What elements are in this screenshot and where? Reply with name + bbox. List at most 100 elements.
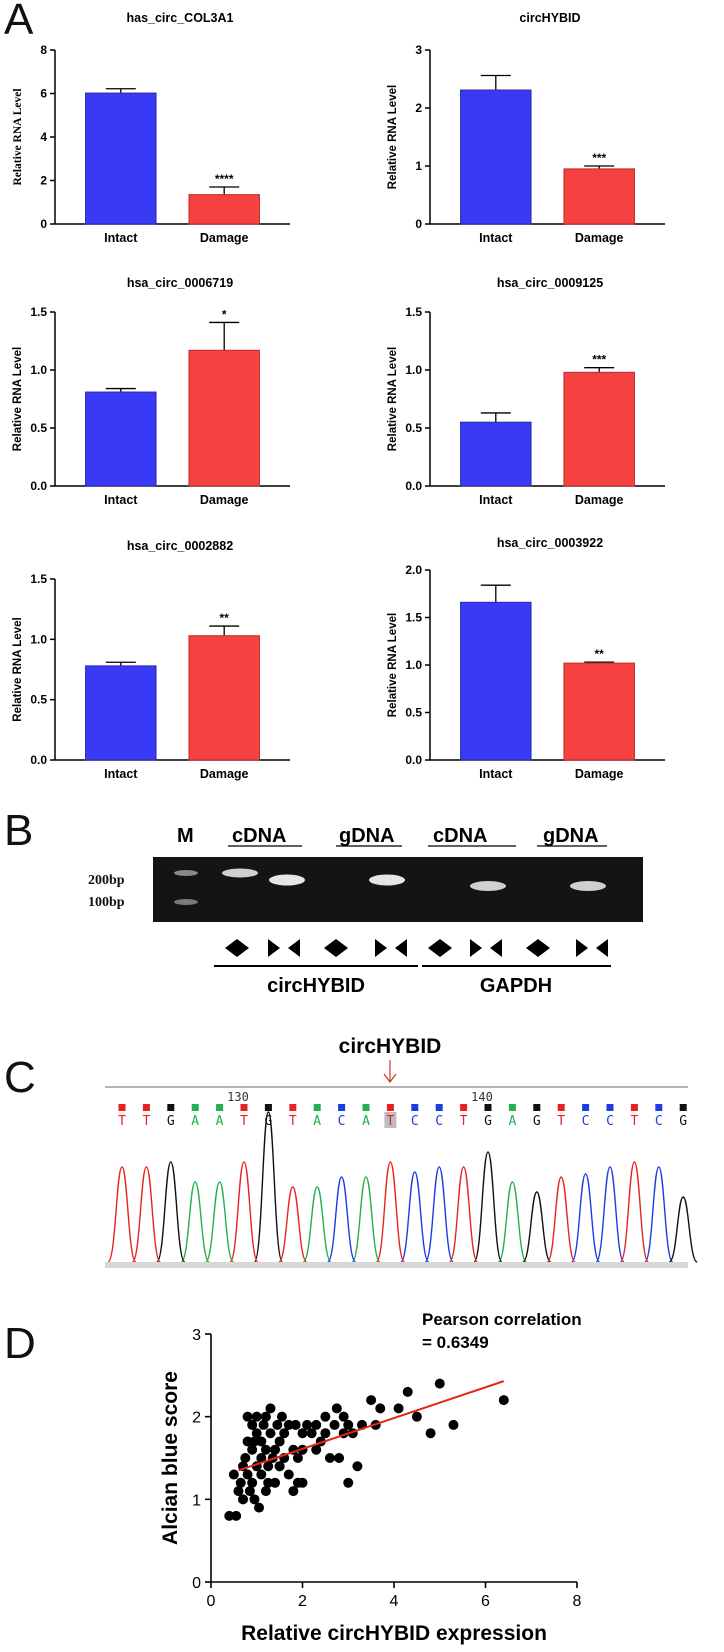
scatter-point xyxy=(283,1469,294,1480)
scatter-point xyxy=(260,1486,271,1497)
y-tick-label: 1.0 xyxy=(405,658,422,672)
scatter-point xyxy=(297,1428,308,1439)
base-marker xyxy=(362,1104,370,1111)
trace-A xyxy=(180,1176,528,1263)
y-tick-label: 0.5 xyxy=(30,693,47,707)
chart-title: hsa_circ_0006719 xyxy=(127,276,233,290)
significance-label: **** xyxy=(215,172,234,186)
base-letter: C xyxy=(411,1114,419,1129)
y-tick-label: 1.5 xyxy=(405,305,422,319)
scatter-point xyxy=(254,1502,265,1513)
bar-chart-4: hsa_circ_0009125 0.0 0.5 1.0 1.5 Relative RNA… xyxy=(387,276,665,507)
base-letter: A xyxy=(216,1114,224,1129)
chart-title: hsa_circ_0002882 xyxy=(127,539,233,553)
panel-label-d: D xyxy=(4,1319,36,1368)
base-letter: T xyxy=(386,1114,394,1129)
x-category-label: Damage xyxy=(200,231,249,245)
significance-label: ** xyxy=(595,647,605,661)
trace-C xyxy=(326,1166,674,1263)
y-tick-label: 2 xyxy=(415,101,422,115)
scatter-point xyxy=(311,1419,322,1430)
base-marker xyxy=(167,1104,175,1111)
scatter-point xyxy=(283,1419,294,1430)
base-marker xyxy=(557,1104,565,1111)
scatter-point xyxy=(231,1510,242,1521)
scatter-point xyxy=(224,1510,235,1521)
y-tick-label: 1.0 xyxy=(30,632,47,646)
scatter-point xyxy=(247,1477,258,1488)
x-tick-label: 0 xyxy=(207,1593,216,1610)
y-tick-label: 1.5 xyxy=(30,572,47,586)
lane-label-gdna-2: gDNA xyxy=(543,825,599,847)
scatter-point xyxy=(249,1494,260,1505)
position-130: 130 xyxy=(227,1090,249,1104)
x-category-label: Intact xyxy=(104,493,138,507)
sequence-title: circHYBID xyxy=(339,1035,442,1058)
y-tick-label: 0.0 xyxy=(405,753,422,767)
base-marker xyxy=(582,1104,590,1111)
y-axis-label: Relative RNA Level xyxy=(387,85,399,189)
base-marker xyxy=(630,1104,638,1111)
x-category-label: Intact xyxy=(104,231,138,245)
scatter-point xyxy=(331,1403,342,1414)
scatter-point xyxy=(272,1419,283,1430)
gel-lane-labels: M cDNA gDNA cDNA gDNA xyxy=(177,825,607,847)
scatter-point xyxy=(302,1419,313,1430)
y-tick-label: 0.0 xyxy=(405,479,422,493)
scatter-point xyxy=(338,1411,349,1422)
scatter-point xyxy=(258,1419,269,1430)
scatter-point xyxy=(263,1461,274,1472)
scatter-point xyxy=(324,1453,335,1463)
scatter-point xyxy=(256,1469,267,1480)
scatter-point xyxy=(244,1486,255,1497)
scatter-point xyxy=(306,1428,317,1439)
x-tick-label: 4 xyxy=(390,1593,399,1610)
scatter-point xyxy=(235,1477,246,1488)
lane-label-cdna-1: cDNA xyxy=(232,825,286,847)
significance-label: ** xyxy=(220,611,230,625)
x-category-label: Intact xyxy=(104,767,138,781)
correlation-label: Pearson correlation xyxy=(422,1310,582,1329)
base-marker xyxy=(533,1104,541,1111)
y-tick-label: 0.0 xyxy=(30,479,47,493)
scatter-point xyxy=(366,1395,377,1406)
scatter-point xyxy=(434,1378,445,1389)
base-letter: A xyxy=(191,1114,199,1129)
scatter-point xyxy=(498,1395,509,1406)
base-letter: C xyxy=(655,1114,663,1129)
x-category-label: Intact xyxy=(479,493,513,507)
bar-chart-6: hsa_circ_0003922 0.0 0.5 1.0 1.5 2.0 Relative … xyxy=(387,536,665,781)
trace-G xyxy=(156,1111,698,1263)
y-tick-label: 0.0 xyxy=(30,753,47,767)
base-marker xyxy=(508,1104,516,1111)
base-letter: C xyxy=(435,1114,443,1129)
scatter-point xyxy=(311,1444,322,1455)
y-axis-label: Relative RNA Level xyxy=(12,617,24,721)
scatter-point xyxy=(260,1444,271,1455)
base-letter: G xyxy=(533,1114,541,1129)
y-tick-label: 1.0 xyxy=(30,363,47,377)
base-marker xyxy=(313,1104,321,1111)
y-tick-label: 2.0 xyxy=(405,563,422,577)
bar-damage xyxy=(188,194,260,225)
bar-chart-1: has_circ_COL3A1 0 2 4 6 8 Relative RNA Level In… xyxy=(12,11,290,245)
marker-200bp: 200bp xyxy=(88,873,125,888)
scatter-point xyxy=(240,1453,251,1463)
scatter-point xyxy=(343,1477,354,1488)
y-tick-label: 4 xyxy=(40,130,47,144)
y-tick-label: 3 xyxy=(415,43,422,57)
band-cdna-divergent xyxy=(222,868,258,878)
base-marker xyxy=(484,1104,492,1111)
x-tick-label: 2 xyxy=(298,1593,307,1610)
scatter-point xyxy=(238,1494,249,1505)
base-marker xyxy=(655,1104,663,1111)
chart-title: has_circ_COL3A1 xyxy=(126,11,233,25)
base-marker xyxy=(191,1104,199,1111)
base-letter: C xyxy=(582,1114,590,1129)
base-letter: A xyxy=(313,1114,321,1129)
y-tick-label: 1.0 xyxy=(405,363,422,377)
bar-intact xyxy=(460,421,532,487)
x-category-label: Damage xyxy=(575,231,624,245)
x-category-label: Intact xyxy=(479,767,513,781)
base-marker xyxy=(411,1104,419,1111)
